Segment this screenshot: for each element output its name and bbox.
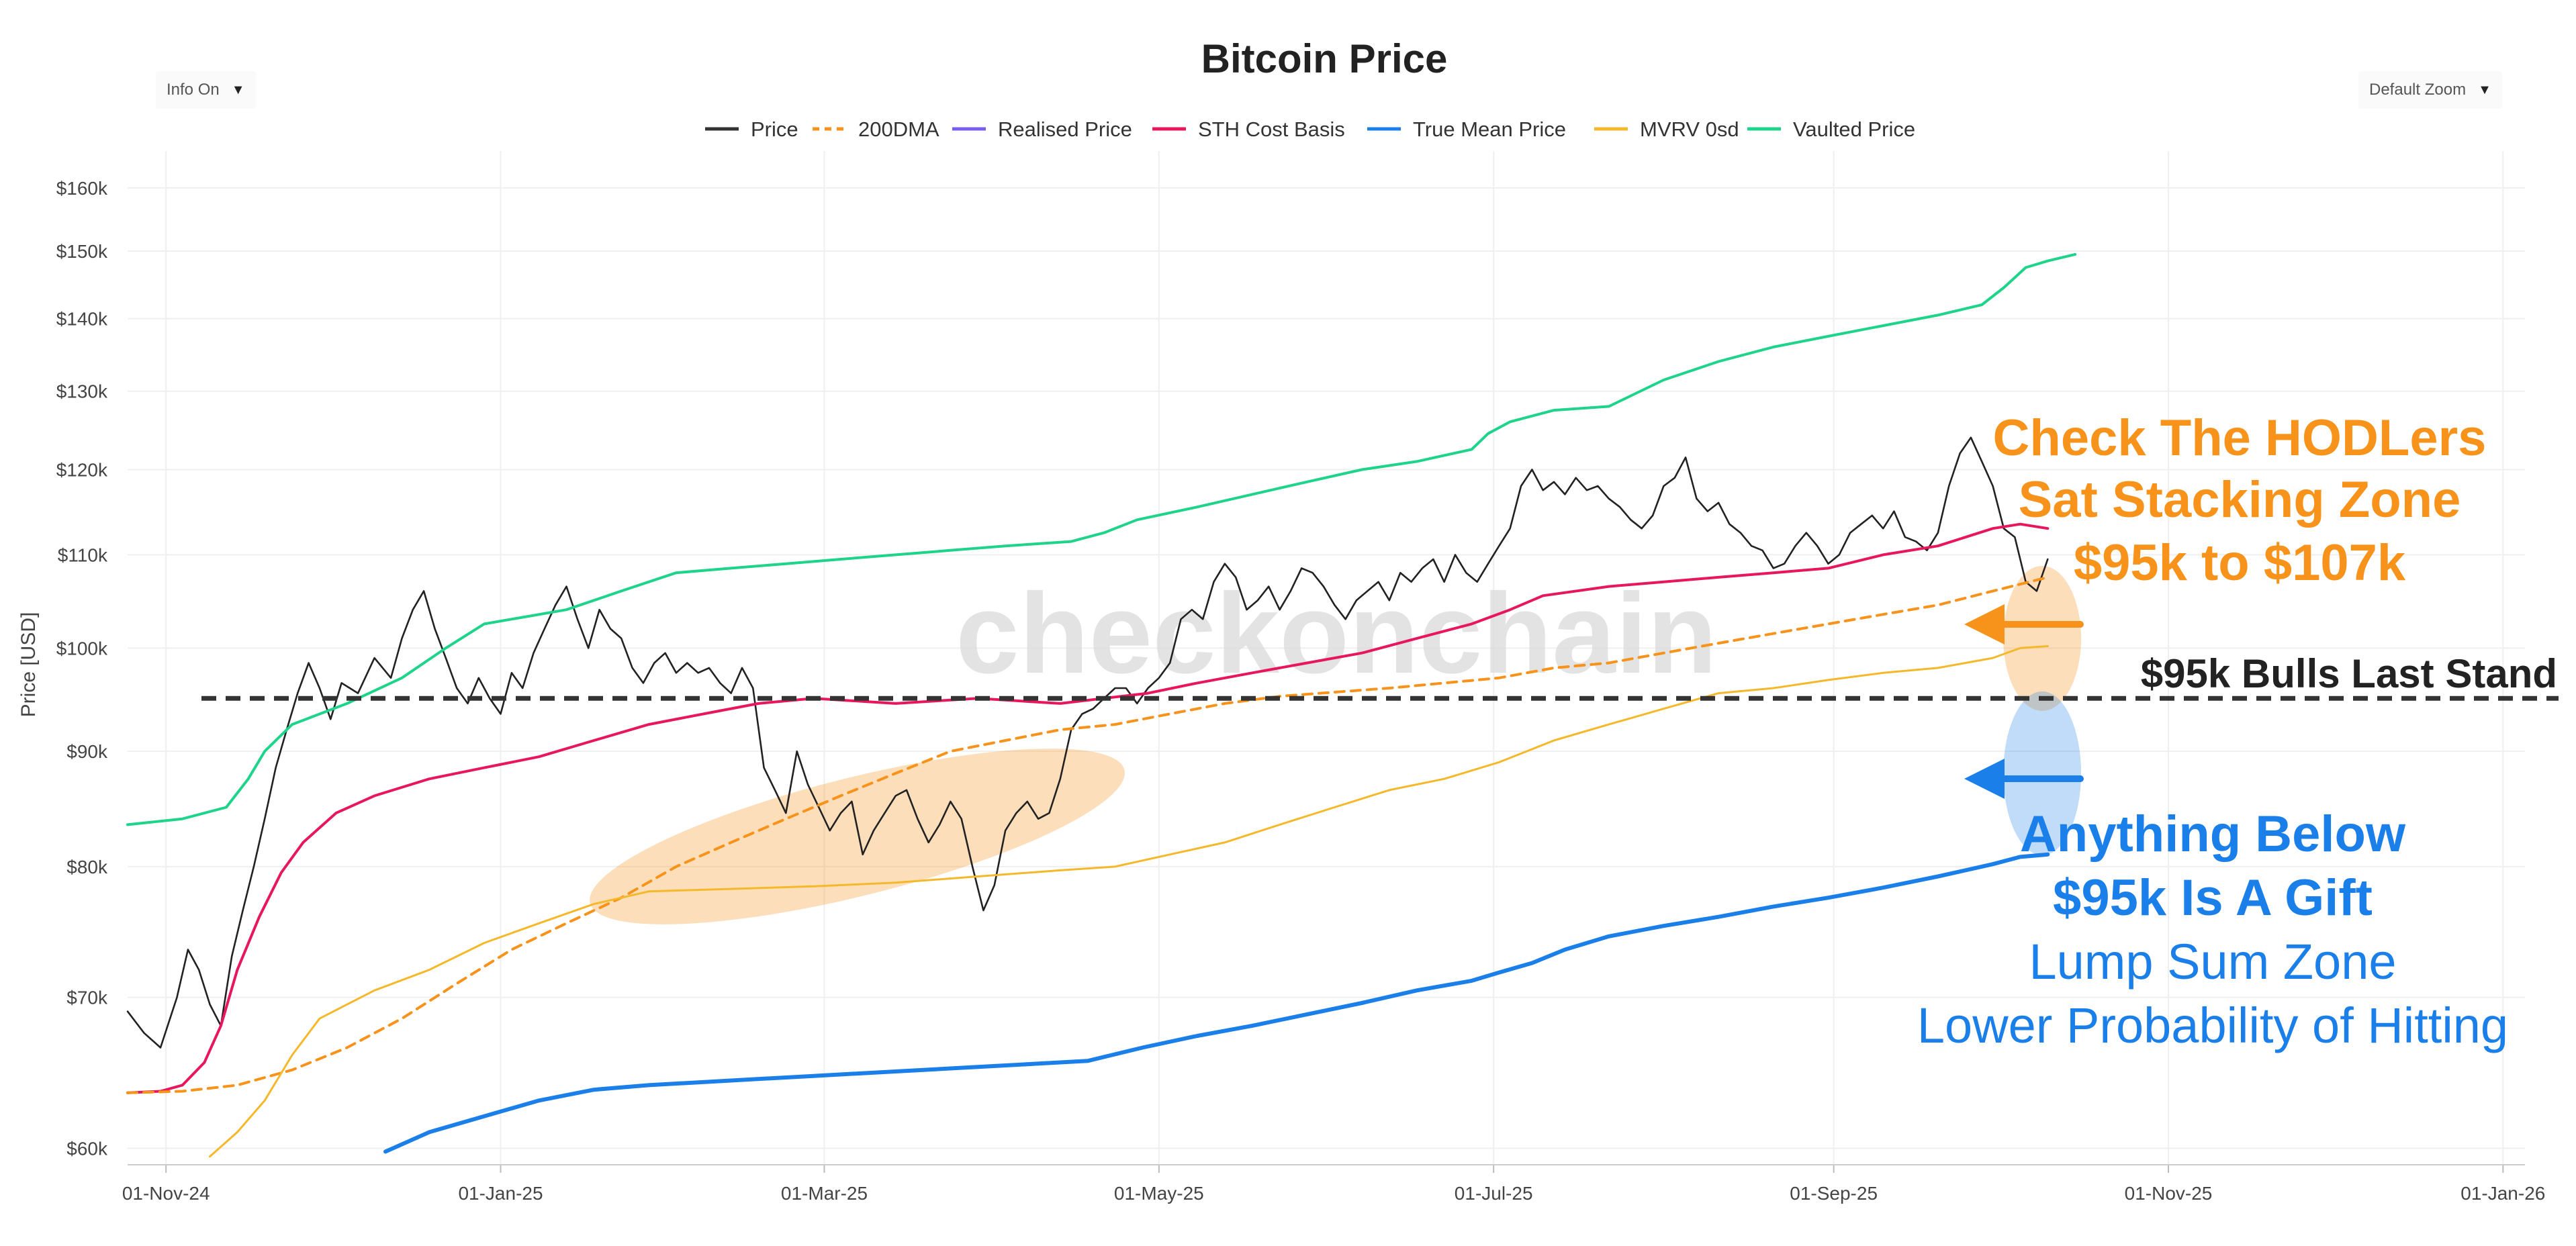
info-toggle-label: Info On xyxy=(167,81,220,99)
axes: $60k $70k $80k $90k $100k $110k $120k $130k $140… xyxy=(56,178,2546,1204)
x-tick-label: 01-Jul-25 xyxy=(1455,1183,1533,1204)
hodl-zone-oct xyxy=(2003,565,2082,711)
series-line-vaulted-price xyxy=(126,252,2077,826)
hodl-annotation-line: Check The HODLers xyxy=(1993,410,2487,467)
zones xyxy=(590,565,2082,924)
y-axis-label: Price [USD] xyxy=(17,612,40,718)
series-line-mvrv-0sd xyxy=(209,645,2049,1158)
legend-label: MVRV 0sd xyxy=(1640,117,1739,141)
series-line-sth-cost-basis xyxy=(126,522,2050,1094)
annotations: $95k Bulls Last Stand Check The HODLersSa… xyxy=(1917,410,2557,1053)
legend-label: Price xyxy=(751,117,798,141)
y-tick-label: $60k xyxy=(66,1138,108,1159)
y-tick-label: $100k xyxy=(56,638,108,659)
x-tick-label: 01-Nov-24 xyxy=(122,1183,210,1204)
y-tick-label: $110k xyxy=(58,544,108,565)
y-tick-label: $160k xyxy=(56,178,108,199)
zoom-select-label: Default Zoom xyxy=(2369,81,2467,99)
watermark: checkonchain xyxy=(956,570,1717,698)
hodl-zone-march xyxy=(590,749,1125,924)
info-toggle-button[interactable]: Info On ▼ xyxy=(156,71,256,109)
series-group xyxy=(126,252,2559,1158)
y-tick-label: $80k xyxy=(66,857,108,877)
x-tick-label: 01-Jan-26 xyxy=(2460,1183,2545,1204)
gift-annotation-line: Lower Probability of Hitting xyxy=(1917,998,2508,1053)
y-tick-label: $140k xyxy=(56,309,108,330)
y-tick-label: $150k xyxy=(56,241,108,262)
legend-label: Realised Price xyxy=(998,117,1132,141)
x-tick-label: 01-Jan-25 xyxy=(458,1183,543,1204)
legend: Price 200DMA Realised Price STH Cost Basis T… xyxy=(705,117,1915,141)
legend-label: Vaulted Price xyxy=(1793,117,1915,141)
zoom-select-button[interactable]: Default Zoom ▼ xyxy=(2358,71,2502,109)
legend-label: STH Cost Basis xyxy=(1198,117,1345,141)
legend-label: True Mean Price xyxy=(1413,117,1566,141)
grid xyxy=(128,151,2525,1165)
hodl-annotation-line: Sat Stacking Zone xyxy=(2019,471,2461,528)
gift-annotation-line: Anything Below xyxy=(2020,806,2406,863)
y-tick-label: $90k xyxy=(66,741,108,762)
gift-annotation-line: $95k Is A Gift xyxy=(2053,869,2373,926)
gift-zone xyxy=(2003,691,2082,855)
x-tick-label: 01-Mar-25 xyxy=(781,1183,868,1204)
bulls-last-stand-label: $95k Bulls Last Stand xyxy=(2141,651,2557,696)
y-tick-label: $130k xyxy=(56,381,108,402)
chevron-down-icon: ▼ xyxy=(2478,82,2491,97)
hodl-annotation-line: $95k to $107k xyxy=(2074,534,2406,591)
legend-label: 200DMA xyxy=(858,117,939,141)
series-line-200dma xyxy=(126,575,2050,1094)
y-tick-label: $120k xyxy=(56,459,108,480)
chevron-down-icon: ▼ xyxy=(231,82,245,97)
chart-title: Bitcoin Price xyxy=(1201,36,1448,81)
series-line-price xyxy=(126,436,2049,1049)
gift-arrow-head-icon xyxy=(1964,759,2005,799)
x-tick-label: 01-May-25 xyxy=(1114,1183,1204,1204)
y-tick-label: $70k xyxy=(66,988,108,1008)
series-line-true-mean-price xyxy=(383,852,2050,1154)
hodl-arrow-head-icon xyxy=(1964,604,2005,644)
gift-annotation-line: Lump Sum Zone xyxy=(2029,934,2396,990)
x-tick-label: 01-Nov-25 xyxy=(2125,1183,2213,1204)
x-tick-label: 01-Sep-25 xyxy=(1790,1183,1878,1204)
